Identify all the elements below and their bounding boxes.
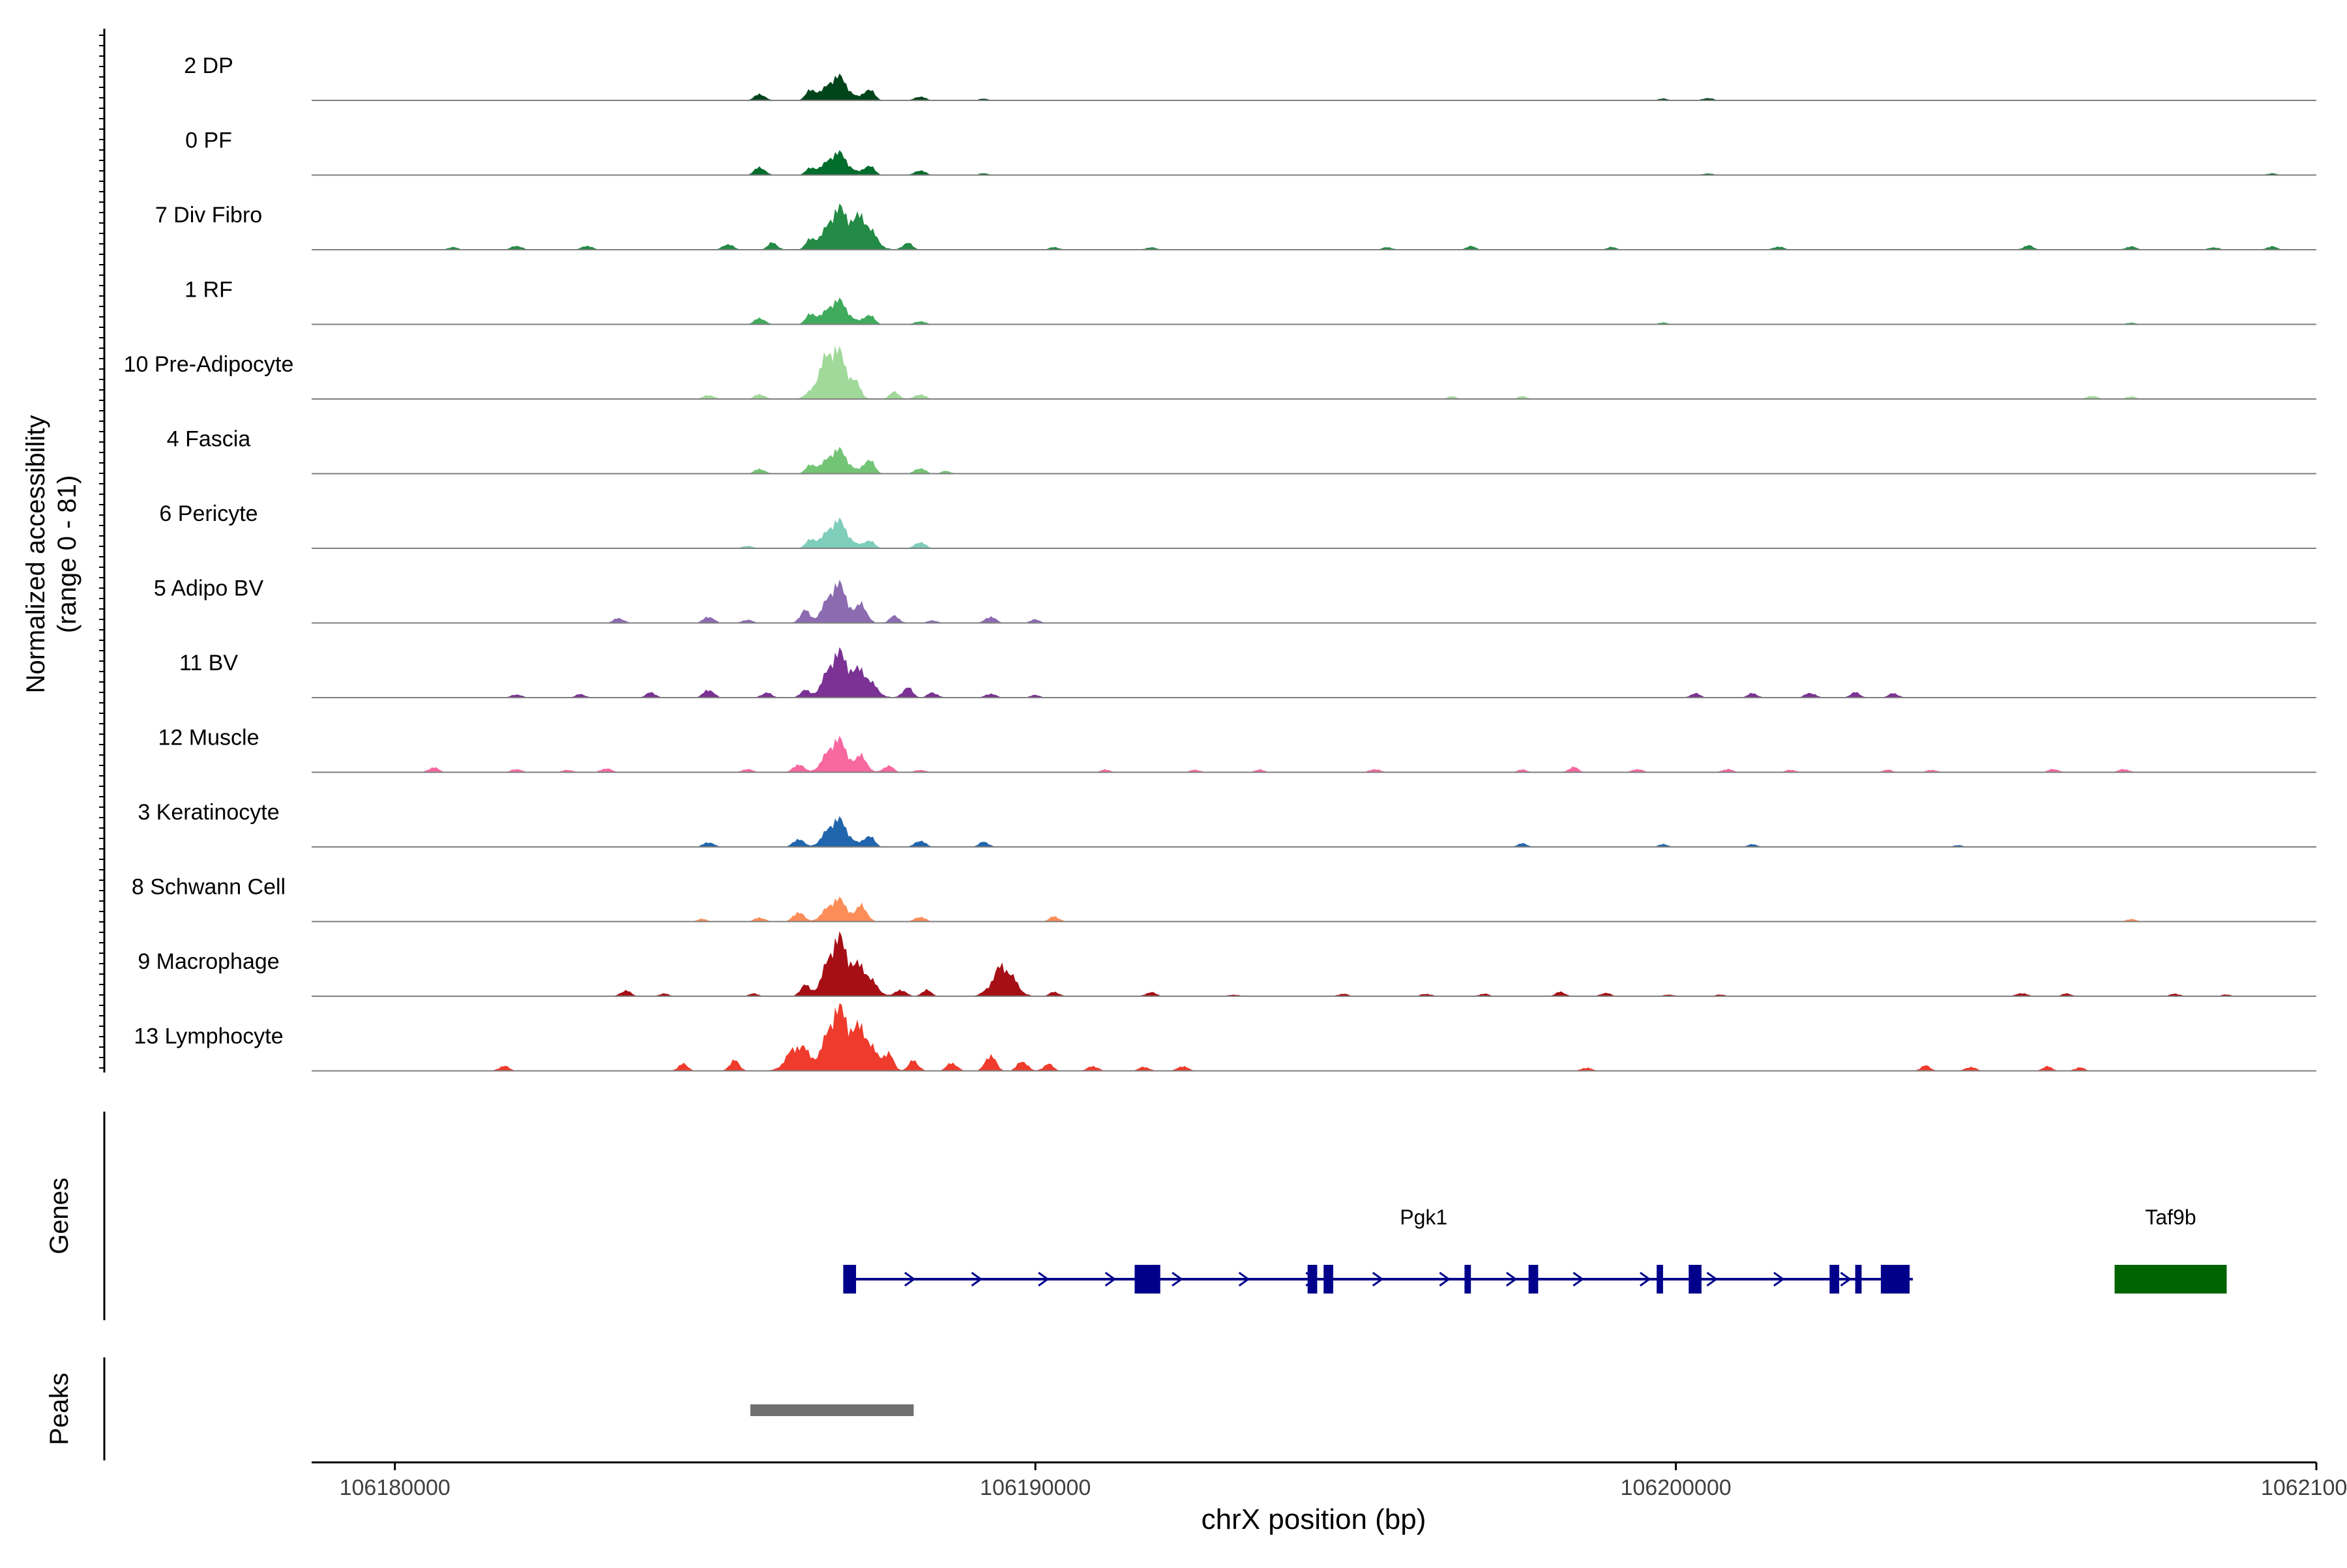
- track-label: 13 Lymphocyte: [134, 1024, 283, 1049]
- track: 1 RF: [185, 278, 2316, 325]
- gene-exon: [1323, 1265, 1333, 1294]
- track-label: 3 Keratinocyte: [138, 800, 279, 825]
- gene-label: Pgk1: [1400, 1206, 1447, 1229]
- track-label: 9 Macrophage: [138, 949, 279, 974]
- track-coverage-area: [312, 73, 2316, 100]
- gene-label: Taf9b: [2145, 1206, 2196, 1229]
- strand-arrow: [904, 1271, 916, 1287]
- track: 10 Pre-Adipocyte: [124, 345, 2316, 400]
- gene-exon: [1528, 1265, 1539, 1294]
- strand-arrow: [1640, 1271, 1651, 1287]
- track-coverage-area: [312, 150, 2316, 175]
- track-label: 1 RF: [185, 278, 233, 303]
- track-coverage-area: [312, 447, 2316, 474]
- x-tick-label: 106200000: [1620, 1475, 1731, 1500]
- track: 8 Schwann Cell: [132, 875, 2316, 923]
- x-tick-label: 106190000: [980, 1475, 1091, 1500]
- peak-regions: [750, 1404, 914, 1416]
- gene-exon: [1134, 1265, 1160, 1294]
- track: 9 Macrophage: [138, 931, 2316, 997]
- track-coverage-area: [312, 735, 2316, 773]
- track-label: 10 Pre-Adipocyte: [124, 352, 294, 377]
- strand-arrow: [1172, 1271, 1183, 1287]
- track-coverage-area: [312, 896, 2316, 922]
- peak-region-bar: [750, 1404, 914, 1416]
- track-label: 11 BV: [179, 651, 238, 675]
- track-coverage-area: [312, 816, 2316, 847]
- x-tick-label: 106180000: [340, 1475, 450, 1500]
- gene-model: Taf9b: [2114, 1206, 2227, 1294]
- track-label: 6 Pericyte: [159, 501, 258, 526]
- strand-arrow: [1439, 1271, 1451, 1287]
- genes-panel-title: Genes: [45, 1177, 74, 1254]
- strand-arrow: [971, 1271, 983, 1287]
- gene-exon: [1307, 1265, 1318, 1294]
- y-axis-title-line1: Normalized accessibility: [22, 415, 50, 694]
- track-coverage-area: [312, 345, 2316, 399]
- gene-model: Pgk1: [843, 1206, 1913, 1294]
- gene-exon: [1880, 1265, 1910, 1294]
- track-label: 5 Adipo BV: [154, 576, 264, 601]
- track: 0 PF: [185, 128, 2316, 176]
- track-label: 12 Muscle: [158, 726, 259, 750]
- y-axis-title-line2: (range 0 - 81): [53, 475, 81, 633]
- gene-exon: [1829, 1265, 1840, 1294]
- track-label: 4 Fascia: [167, 427, 251, 452]
- x-axis-ticks: 106180000 106190000 106200000 106210000: [340, 1462, 2347, 1500]
- strand-arrow: [1238, 1271, 1250, 1287]
- track-coverage-area: [312, 931, 2316, 996]
- gene-exon: [843, 1265, 857, 1294]
- gene-exon: [1657, 1265, 1663, 1294]
- x-axis-title: chrX position (bp): [1202, 1503, 1426, 1535]
- track: 2 DP: [184, 53, 2316, 101]
- track: 3 Keratinocyte: [138, 800, 2316, 848]
- track: 13 Lymphocyte: [134, 1003, 2316, 1072]
- track-coverage-area: [312, 203, 2316, 250]
- strand-arrow: [1773, 1271, 1785, 1287]
- strand-arrow: [1840, 1271, 1852, 1287]
- gene-annotations: Pgk1 Taf9b: [843, 1206, 2227, 1294]
- coverage-tracks: 2 DP 0 PF 7 Div Fibro 1 RF 10 Pre-Adipocyte 4…: [124, 53, 2316, 1072]
- y-axis-title: Normalized accessibility (range 0 - 81): [22, 415, 81, 694]
- strand-arrow: [1372, 1271, 1384, 1287]
- strand-arrow: [1706, 1271, 1719, 1287]
- strand-arrow: [1038, 1271, 1050, 1287]
- gene-exon: [1855, 1265, 1862, 1294]
- track: 12 Muscle: [158, 726, 2316, 773]
- track-label: 8 Schwann Cell: [132, 875, 286, 900]
- track: 4 Fascia: [167, 427, 2316, 475]
- track-coverage-area: [312, 1003, 2316, 1071]
- track-coverage-area: [312, 517, 2316, 548]
- gene-exon: [1464, 1265, 1471, 1294]
- gene-exon: [2114, 1265, 2227, 1294]
- track-coverage-area: [312, 647, 2316, 698]
- track-coverage-area: [312, 580, 2316, 623]
- track-label: 7 Div Fibro: [155, 203, 262, 228]
- peaks-panel-title: Peaks: [45, 1372, 74, 1445]
- x-tick-label: 106210000: [2261, 1475, 2347, 1500]
- track: 11 BV: [179, 647, 2316, 698]
- gene-exon: [1689, 1265, 1702, 1294]
- strand-arrow: [1104, 1271, 1117, 1287]
- coverage-axis-ticks: [99, 35, 104, 1069]
- track-coverage-area: [312, 297, 2316, 325]
- track: 5 Adipo BV: [154, 576, 2316, 624]
- track-label: 0 PF: [185, 128, 232, 153]
- track-label: 2 DP: [184, 53, 233, 78]
- track: 6 Pericyte: [159, 501, 2316, 549]
- strand-arrow: [1505, 1271, 1518, 1287]
- track: 7 Div Fibro: [155, 203, 2316, 250]
- strand-arrow: [1572, 1271, 1584, 1287]
